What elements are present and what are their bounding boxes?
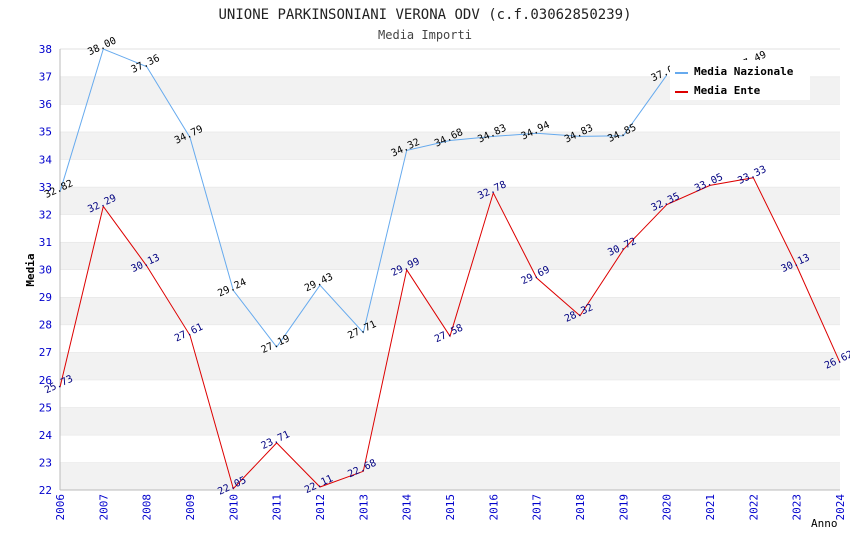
y-axis-label: Media <box>24 253 37 286</box>
grid-band <box>60 379 840 408</box>
grid-band <box>60 434 840 463</box>
grid-band <box>60 131 840 160</box>
y-tick-label: 27 <box>39 346 52 359</box>
grid-band <box>60 462 840 490</box>
grid-band <box>60 324 840 353</box>
y-tick-label: 23 <box>39 456 52 469</box>
grid-band <box>60 269 840 298</box>
axes <box>59 49 840 491</box>
y-tick-label: 28 <box>39 319 52 332</box>
series-line-nazionale <box>59 48 668 348</box>
y-tick-label: 36 <box>39 98 52 111</box>
grid-bands <box>60 48 840 490</box>
grid-band <box>60 352 840 380</box>
y-tick-label: 24 <box>39 429 53 442</box>
grid-band <box>60 214 840 242</box>
legend: Media Nazionale Media Ente <box>670 60 810 100</box>
x-tick-labels: 2006 2007 2008 2009 2010 2011 2012 2013 2014 2015… <box>54 494 847 521</box>
x-tick-label: 2008 <box>141 494 154 521</box>
x-tick-label: 2007 <box>97 494 110 521</box>
series-lines <box>59 48 841 490</box>
x-tick-label: 2014 <box>401 494 414 521</box>
x-tick-label: 2019 <box>617 494 630 521</box>
grid-band <box>60 407 840 435</box>
x-axis-label: Anno <box>811 517 838 530</box>
grid-band <box>60 297 840 325</box>
chart-title: UNIONE PARKINSONIANI VERONA ODV (c.f.030… <box>218 7 631 23</box>
x-tick-label: 2015 <box>444 494 457 521</box>
grid-band <box>60 104 840 132</box>
y-tick-label: 25 <box>39 401 52 414</box>
legend-background <box>670 60 810 100</box>
y-tick-label: 22 <box>39 484 52 497</box>
x-tick-label: 2016 <box>487 494 500 520</box>
x-tick-label: 2006 <box>54 494 67 521</box>
y-tick-label: 38 <box>39 43 52 56</box>
series-line-ente <box>59 177 841 490</box>
y-tick-label: 32 <box>39 208 52 221</box>
x-tick-label: 2022 <box>747 494 760 521</box>
x-tick-label: 2021 <box>704 494 717 521</box>
x-tick-label: 2009 <box>184 494 197 521</box>
legend-label-ente: Media Ente <box>694 84 761 97</box>
x-tick-label: 2020 <box>661 494 674 521</box>
x-tick-label: 2017 <box>531 494 544 521</box>
x-tick-label: 2018 <box>574 494 587 521</box>
grid-band <box>60 186 840 215</box>
x-tick-label: 2012 <box>314 494 327 521</box>
chart-subtitle: Media Importi <box>378 28 472 42</box>
x-tick-label: 2010 <box>227 494 240 521</box>
y-tick-label: 33 <box>39 181 52 194</box>
x-tick-label: 2013 <box>357 494 370 521</box>
y-tick-label: 30 <box>39 264 52 277</box>
y-tick-label: 34 <box>39 153 53 166</box>
grid-band <box>60 159 840 187</box>
y-tick-label: 29 <box>39 291 52 304</box>
y-tick-labels: 22 23 24 25 26 27 28 29 30 31 32 33 34 35 36 37 38 <box>39 43 53 497</box>
grid-band <box>60 241 840 270</box>
x-tick-label: 2023 <box>791 494 804 521</box>
y-tick-label: 26 <box>39 374 52 387</box>
x-tick-label: 2024 <box>834 494 847 521</box>
y-tick-label: 37 <box>39 71 52 84</box>
x-tick-label: 2011 <box>271 494 284 521</box>
legend-label-nazionale: Media Nazionale <box>694 65 794 78</box>
y-tick-label: 35 <box>39 126 52 139</box>
y-tick-label: 31 <box>39 236 52 249</box>
